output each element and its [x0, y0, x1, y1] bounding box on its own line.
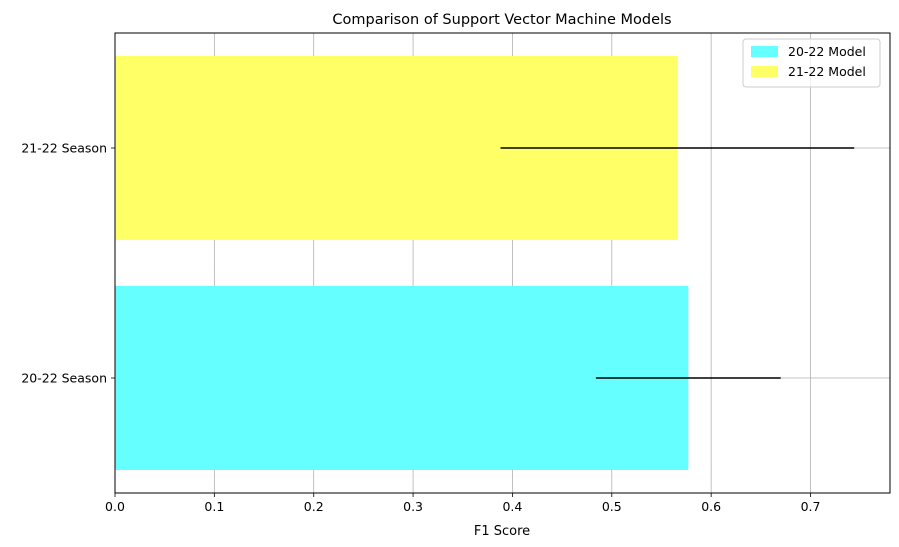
- x-tick-label: 0.6: [701, 499, 721, 514]
- chart-title: Comparison of Support Vector Machine Mod…: [332, 12, 671, 28]
- x-tick-label: 0.7: [801, 499, 821, 514]
- plot-frame: [114, 32, 891, 494]
- legend-label: 21-22 Model: [788, 64, 866, 79]
- legend-swatch: [751, 46, 778, 57]
- y-tick-label: 21-22 Season: [21, 141, 107, 156]
- bar: [115, 286, 689, 470]
- error-bars: [500, 147, 855, 379]
- x-axis: 0.0 0.1 0.2 0.3 0.4 0.5 0.6 0.7: [105, 493, 820, 514]
- x-tick-label: 0.1: [204, 499, 224, 514]
- x-tick-label: 0.4: [502, 499, 522, 514]
- legend-swatch: [751, 66, 778, 77]
- y-axis: 20-22 Season 21-22 Season: [21, 141, 115, 386]
- x-tick-label: 0.2: [304, 499, 324, 514]
- x-tick-label: 0.0: [105, 499, 125, 514]
- y-tick-label: 20-22 Season: [21, 371, 107, 386]
- x-tick-label: 0.3: [403, 499, 423, 514]
- x-tick-label: 0.5: [602, 499, 622, 514]
- x-axis-label: F1 Score: [474, 524, 530, 539]
- legend-label: 20-22 Model: [788, 44, 866, 59]
- bars: [115, 56, 689, 470]
- legend: 20-22 Model 21-22 Model: [742, 38, 881, 88]
